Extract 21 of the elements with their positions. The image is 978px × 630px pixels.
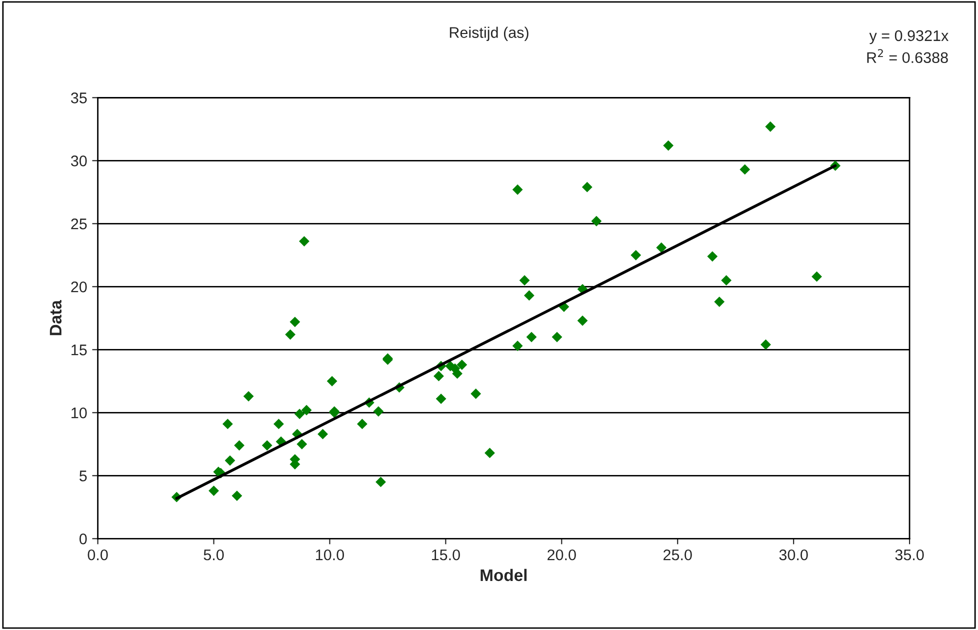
x-tick-label: 15.0 bbox=[432, 549, 460, 560]
chart-title: Reistijd (as) bbox=[450, 26, 528, 41]
x-tick-label: 25.0 bbox=[664, 549, 692, 560]
text: y = 0.9321x bbox=[869, 30, 948, 44]
text: R$^{2}$ = 0.6388 bbox=[867, 49, 948, 64]
x-tick-label: 30.0 bbox=[779, 549, 808, 560]
x-tick-label: 20.0 bbox=[548, 549, 576, 560]
y-tick-label: 10 bbox=[72, 408, 87, 418]
x-tick-label: 0.0 bbox=[88, 549, 108, 560]
y-axis-title: Data bbox=[50, 300, 62, 336]
x-axis-title: Model bbox=[480, 568, 527, 582]
y-tick-label: 25 bbox=[71, 218, 87, 230]
y-tick-label: 35 bbox=[70, 92, 87, 104]
x-tick-label: 35.0 bbox=[895, 549, 924, 560]
y-tick-label: 0 bbox=[79, 534, 87, 544]
y-tick-label: 20 bbox=[71, 282, 87, 292]
y-tick-label: 15 bbox=[72, 344, 87, 356]
y-tick-label: 30 bbox=[70, 156, 87, 166]
y-tick-label: 5 bbox=[80, 470, 87, 482]
x-tick-label: 5.0 bbox=[204, 549, 224, 560]
x-tick-label: 10.0 bbox=[316, 549, 344, 560]
